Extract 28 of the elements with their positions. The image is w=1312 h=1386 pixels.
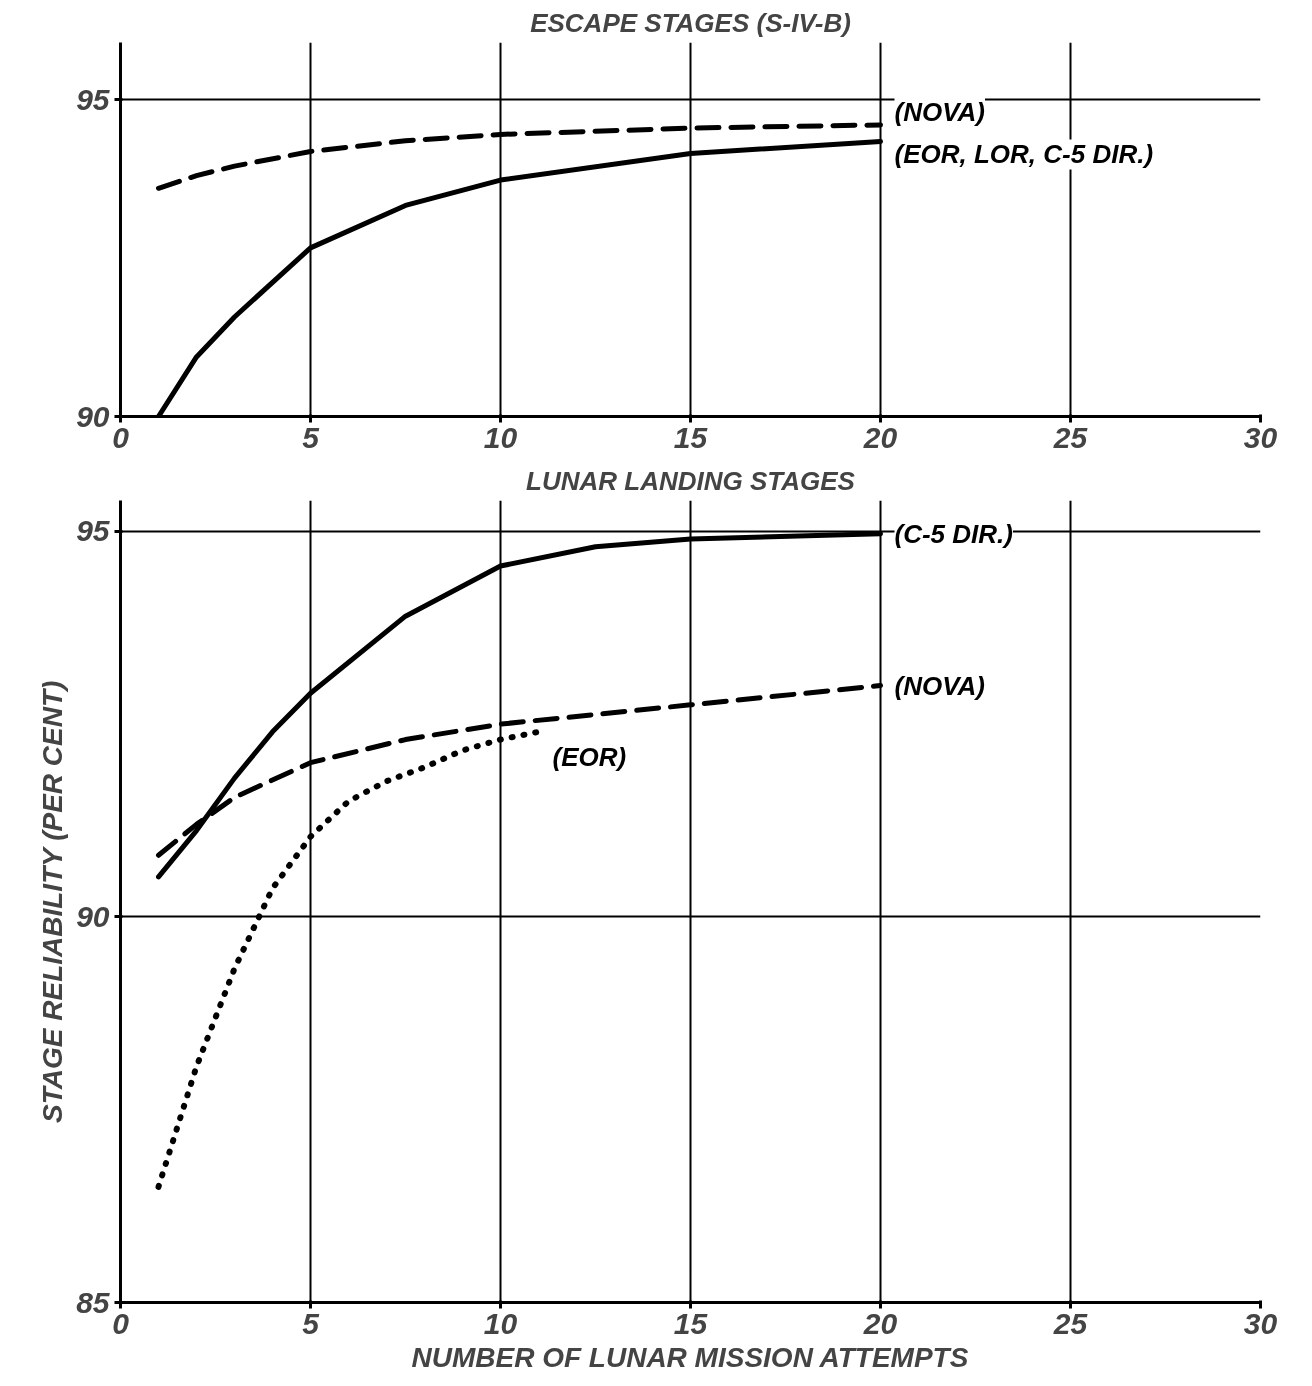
y-tick-label: 95 [76,82,111,116]
x-tick-label: 25 [1052,420,1089,454]
series-label: (NOVA) [894,670,986,701]
x-tick-label: 25 [1052,1306,1089,1340]
x-tick-label: 20 [862,1306,898,1340]
series-label: (C-5 DIR.) [894,518,1013,549]
x-tick-label: 15 [673,420,709,454]
chart-title: LUNAR LANDING STAGES [526,465,856,496]
series-label: (EOR) [552,741,627,772]
x-tick-label: 5 [302,420,321,454]
y-tick-label: 90 [76,899,110,933]
x-tick-label: 30 [1243,1306,1278,1340]
x-axis-title: NUMBER OF LUNAR MISSION ATTEMPTS [411,1341,969,1373]
x-tick-label: 15 [673,1306,709,1340]
series-label: (NOVA) [894,96,986,127]
x-tick-label: 5 [302,1306,321,1340]
series-label: (EOR, LOR, C-5 DIR.) [894,139,1154,170]
x-tick-label: 0 [112,420,130,454]
chart-title: ESCAPE STAGES (S-IV-B) [530,7,851,38]
y-tick-label: 85 [76,1285,111,1319]
x-tick-label: 0 [112,1306,130,1340]
x-tick-label: 10 [483,420,518,454]
x-tick-label: 10 [483,1306,518,1340]
y-tick-label: 95 [76,514,111,548]
y-axis-title: STAGE RELIABILITY (PER CENT) [37,680,69,1123]
y-tick-label: 90 [76,399,110,433]
x-tick-label: 20 [862,420,898,454]
x-tick-label: 30 [1243,420,1278,454]
